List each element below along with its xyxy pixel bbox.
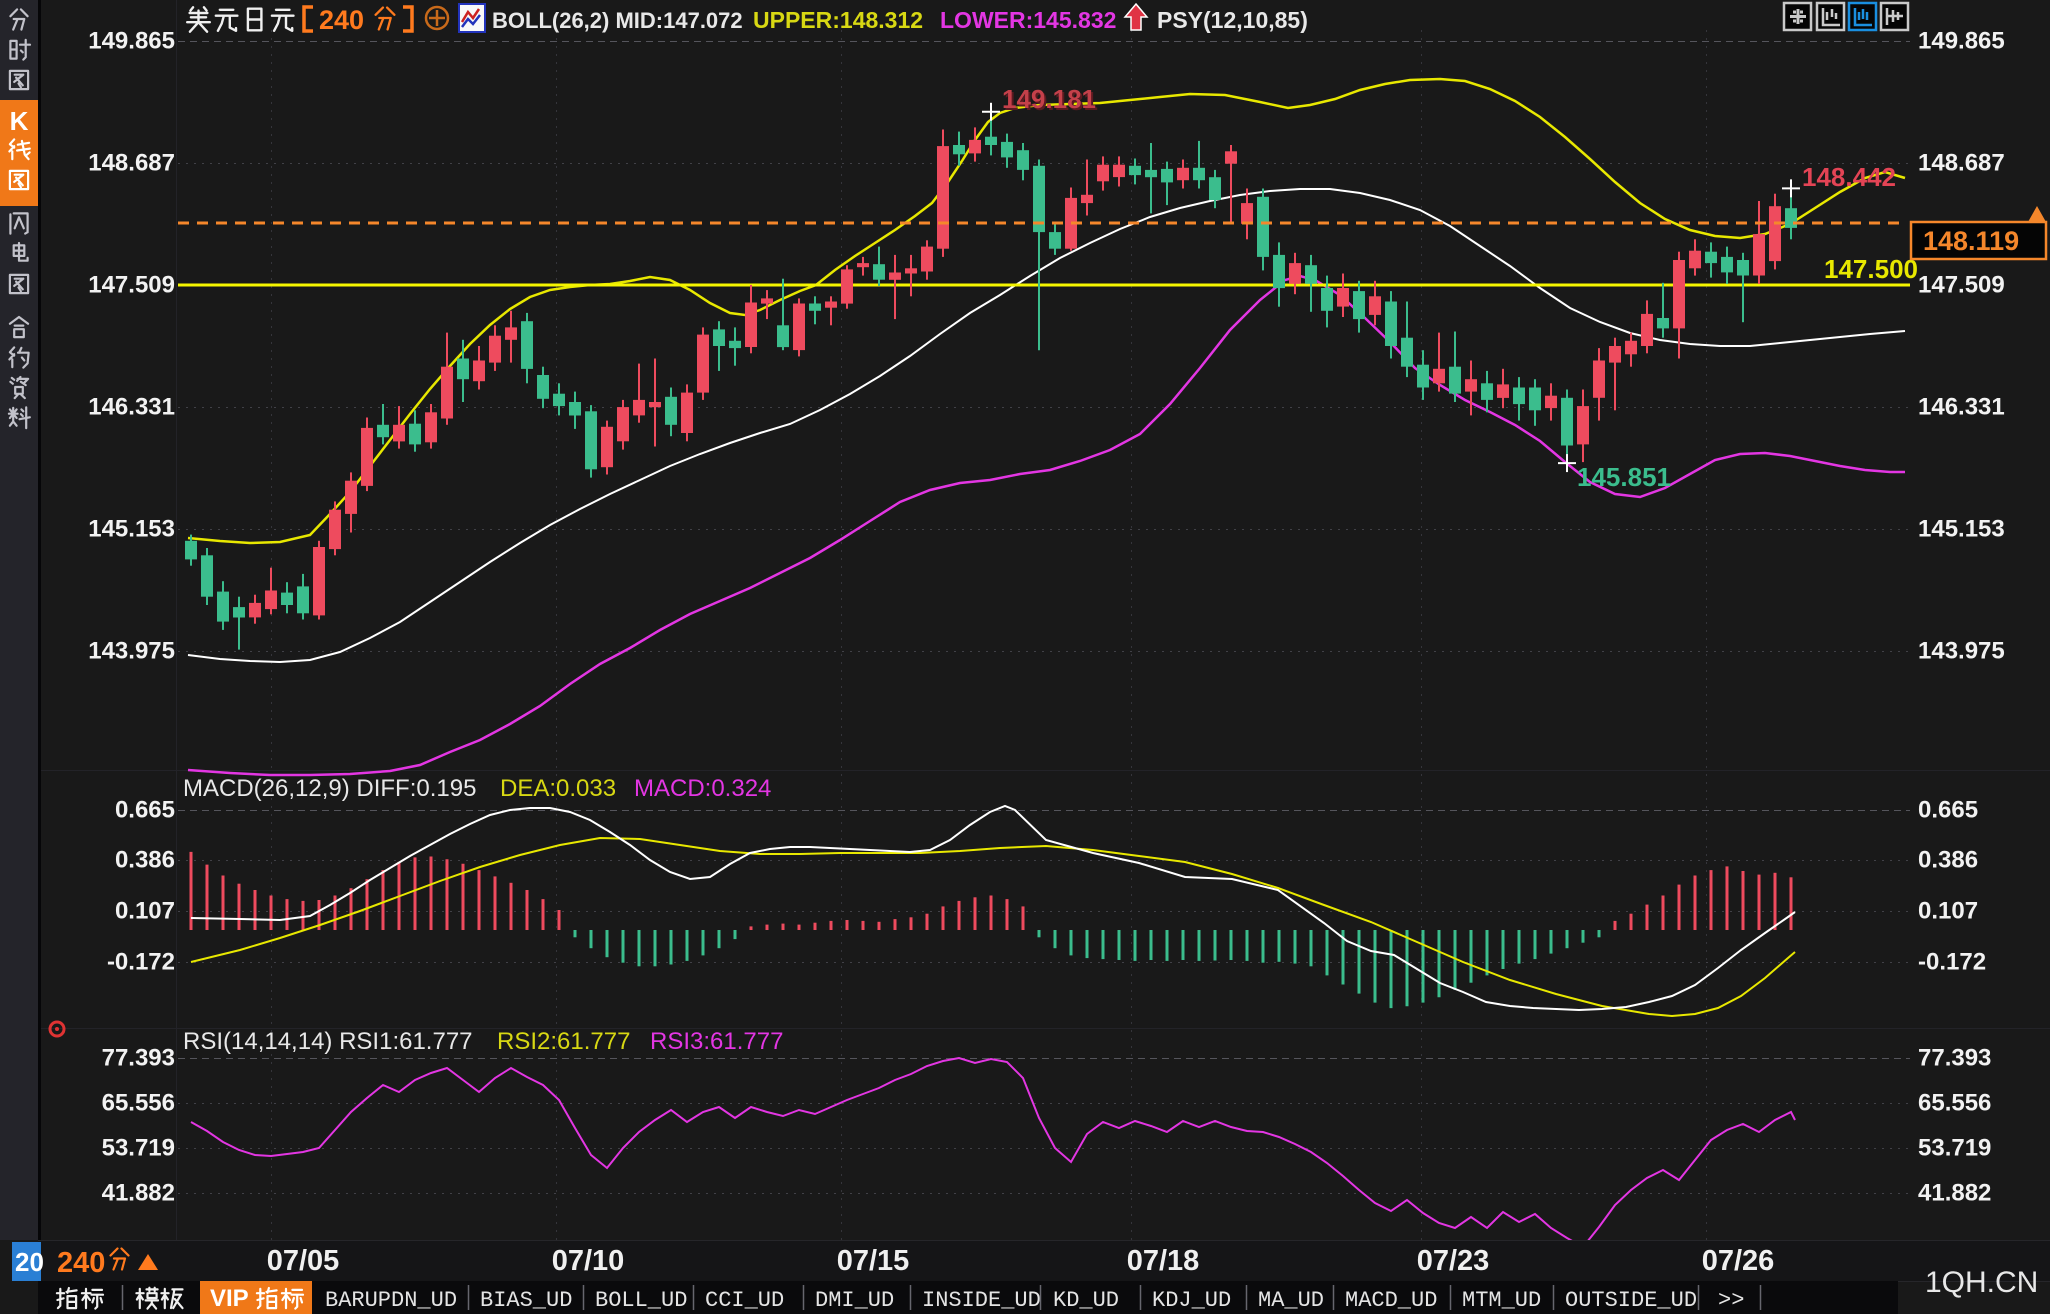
svg-text:LOWER:145.832: LOWER:145.832 [940,7,1116,33]
svg-text:1QH.CN: 1QH.CN [1925,1266,2038,1299]
svg-text:149.865: 149.865 [88,28,175,55]
svg-text:BOLL(26,2) MID:147.072: BOLL(26,2) MID:147.072 [492,8,743,33]
svg-text:0.386: 0.386 [1918,847,1978,874]
svg-text:-0.172: -0.172 [1918,949,1986,976]
svg-text:0.665: 0.665 [1918,797,1978,824]
svg-text:07/23: 07/23 [1417,1245,1490,1277]
svg-text:DMI_UD: DMI_UD [815,1288,894,1313]
svg-text:>>: >> [1718,1288,1744,1313]
svg-text:0.665: 0.665 [115,797,175,824]
svg-text:K: K [10,106,29,136]
svg-text:143.975: 143.975 [1918,638,2005,665]
svg-text:149.181: 149.181 [1002,84,1096,114]
svg-text:148.442: 148.442 [1802,162,1896,192]
svg-text:BIAS_UD: BIAS_UD [480,1288,572,1313]
svg-text:0.107: 0.107 [115,898,175,925]
svg-text:07/05: 07/05 [267,1245,340,1277]
svg-text:148.119: 148.119 [1923,226,2019,256]
svg-text:147.500: 147.500 [1824,254,1918,284]
svg-text:MACD:0.324: MACD:0.324 [634,775,771,802]
svg-text:149.865: 149.865 [1918,28,2005,55]
svg-text:53.719: 53.719 [1918,1135,1991,1162]
svg-text:145.851: 145.851 [1577,462,1671,492]
svg-text:77.393: 77.393 [1918,1045,1991,1072]
svg-text:147.509: 147.509 [1918,272,2005,299]
svg-text:07/26: 07/26 [1702,1245,1775,1277]
svg-text:147.509: 147.509 [88,272,175,299]
svg-text:0.386: 0.386 [115,847,175,874]
svg-text:143.975: 143.975 [88,638,175,665]
svg-text:KDJ_UD: KDJ_UD [1152,1288,1231,1313]
svg-text:65.556: 65.556 [102,1090,175,1117]
svg-text:07/10: 07/10 [552,1245,625,1277]
svg-text:53.719: 53.719 [102,1135,175,1162]
svg-text:MACD(26,12,9) DIFF:0.195: MACD(26,12,9) DIFF:0.195 [183,775,476,802]
svg-text:MACD_UD: MACD_UD [1345,1288,1437,1313]
svg-text:DEA:0.033: DEA:0.033 [500,775,616,802]
svg-text:0.107: 0.107 [1918,898,1978,925]
svg-text:-0.172: -0.172 [107,949,175,976]
svg-text:240: 240 [319,5,364,35]
svg-text:145.153: 145.153 [1918,516,2005,543]
svg-text:65.556: 65.556 [1918,1090,1991,1117]
svg-text:BARUPDN_UD: BARUPDN_UD [325,1288,457,1313]
svg-text:UPPER:148.312: UPPER:148.312 [753,7,923,33]
svg-text:145.153: 145.153 [88,516,175,543]
svg-text:146.331: 146.331 [88,394,175,421]
svg-text:OUTSIDE_UD: OUTSIDE_UD [1565,1288,1697,1313]
svg-text:146.331: 146.331 [1918,394,2005,421]
svg-text:KD_UD: KD_UD [1053,1288,1119,1313]
svg-text:20: 20 [15,1247,44,1277]
svg-text:RSI2:61.777: RSI2:61.777 [497,1028,630,1055]
svg-text:149.181: 149.181 [1004,86,1098,116]
svg-text:CCI_UD: CCI_UD [705,1288,784,1313]
svg-text:77.393: 77.393 [102,1045,175,1072]
svg-text:41.882: 41.882 [102,1180,175,1207]
svg-text:240: 240 [57,1247,105,1279]
svg-text:RSI3:61.777: RSI3:61.777 [650,1028,783,1055]
svg-text:VIP: VIP [210,1285,249,1312]
svg-text:RSI(14,14,14) RSI1:61.777: RSI(14,14,14) RSI1:61.777 [183,1028,473,1055]
svg-text:07/18: 07/18 [1127,1245,1200,1277]
svg-text:148.687: 148.687 [88,150,175,177]
svg-text:BOLL_UD: BOLL_UD [595,1288,687,1313]
svg-text:148.687: 148.687 [1918,150,2005,177]
svg-text:MTM_UD: MTM_UD [1462,1288,1541,1313]
svg-text:41.882: 41.882 [1918,1180,1991,1207]
svg-text:MA_UD: MA_UD [1258,1288,1324,1313]
svg-text:07/15: 07/15 [837,1245,910,1277]
svg-text:PSY(12,10,85): PSY(12,10,85) [1157,7,1308,33]
svg-text:INSIDE_UD: INSIDE_UD [922,1288,1041,1313]
